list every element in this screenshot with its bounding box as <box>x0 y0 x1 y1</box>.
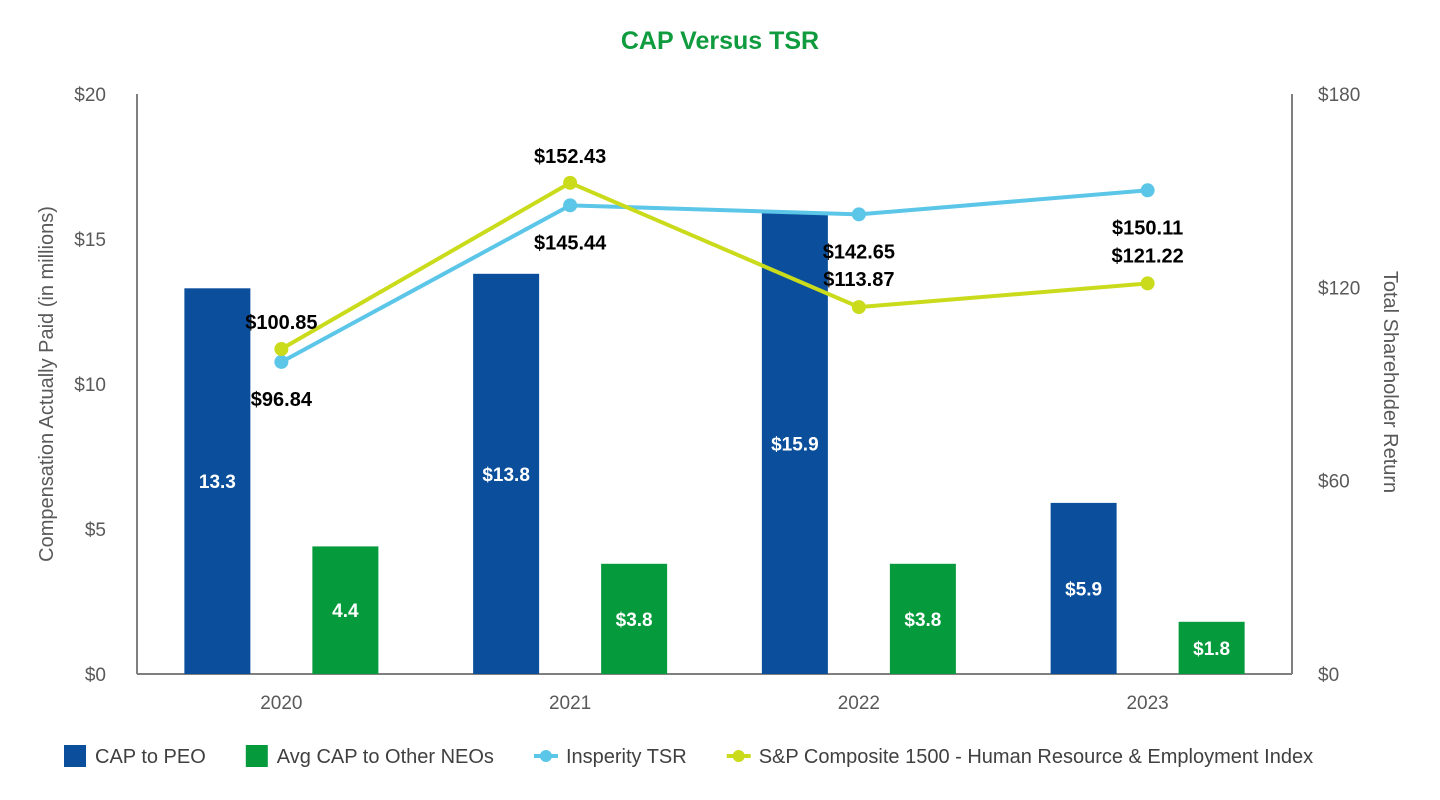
y-right-tick-label: $120 <box>1318 278 1360 299</box>
series-line <box>280 180 1148 351</box>
bars: 13.3 $13.8 $15.9 $5.9 4.4 $3.8 $3.8 $1.8 <box>184 212 1245 674</box>
legend-swatch <box>245 745 268 767</box>
bar <box>312 546 379 674</box>
series-point <box>1140 276 1155 291</box>
legend-label: CAP to PEO <box>95 746 206 768</box>
y-right-tick-label: $60 <box>1318 472 1350 493</box>
x-tick-label: 2022 <box>838 693 880 714</box>
series-point <box>851 207 866 222</box>
bar-data-label: $1.8 <box>1193 639 1230 660</box>
bar-data-label: $5.9 <box>1065 579 1102 600</box>
series-point <box>563 175 578 190</box>
bar-data-label: $3.8 <box>616 610 653 631</box>
x-tick-label: 2023 <box>1126 693 1168 714</box>
line-data-label: $113.87 <box>823 269 894 291</box>
y-right-tick-label: $0 <box>1318 665 1339 686</box>
bar-data-label: $3.8 <box>904 610 941 631</box>
bar <box>184 288 251 674</box>
x-tick-label: 2021 <box>549 693 591 714</box>
series-line <box>280 188 1148 364</box>
line-data-label: $121.22 <box>1111 245 1183 267</box>
y-right-axis-title: Total Shareholder Return <box>1379 271 1401 493</box>
y-left-tick-label: $10 <box>74 375 106 396</box>
y-left-tick-label: $0 <box>85 665 106 686</box>
lines <box>274 175 1155 369</box>
bar-data-label: $13.8 <box>482 465 530 486</box>
y-left-tick-label: $15 <box>74 230 106 251</box>
bar <box>1050 502 1117 674</box>
legend-swatch <box>64 745 86 767</box>
bar-data-label: $15.9 <box>771 434 819 455</box>
chart-title: CAP Versus TSR <box>621 27 819 55</box>
y-right-tick-label: $180 <box>1318 85 1360 106</box>
y-left-tick-label: $20 <box>74 85 106 106</box>
legend: CAP to PEO Avg CAP to Other NEOs Insperity… <box>64 745 1313 768</box>
line-data-label: $152.43 <box>534 146 606 168</box>
bar <box>889 563 956 674</box>
bar-data-label: 4.4 <box>332 601 359 622</box>
bar <box>1178 621 1245 674</box>
y-left-tick-label: $5 <box>85 520 106 541</box>
legend-label: Avg CAP to Other NEOs <box>277 746 494 768</box>
line-data-label: $145.44 <box>534 232 607 254</box>
series-point <box>1140 183 1155 198</box>
bar <box>473 273 540 674</box>
series-point <box>851 300 866 315</box>
series-point <box>274 354 289 369</box>
line-data-label: $150.11 <box>1112 217 1183 239</box>
series-point <box>274 342 289 357</box>
legend-label: Insperity TSR <box>566 746 687 768</box>
series-point <box>563 198 578 213</box>
bar-data-label: 13.3 <box>199 472 236 493</box>
line-data-label: $100.85 <box>245 312 317 334</box>
legend-marker <box>732 750 745 762</box>
point-labels: $100.85 $96.84 $152.43 $145.44 $142.65 $113.8… <box>245 146 1184 411</box>
y-left-axis-title: Compensation Actually Paid (in millions) <box>36 206 58 562</box>
line-data-label: $142.65 <box>823 241 895 263</box>
x-tick-label: 2020 <box>260 693 302 714</box>
legend-label: S&P Composite 1500 - Human Resource & Em… <box>759 746 1313 768</box>
line-data-label: $96.84 <box>251 389 313 411</box>
legend-marker <box>539 750 552 762</box>
bar <box>601 563 668 674</box>
